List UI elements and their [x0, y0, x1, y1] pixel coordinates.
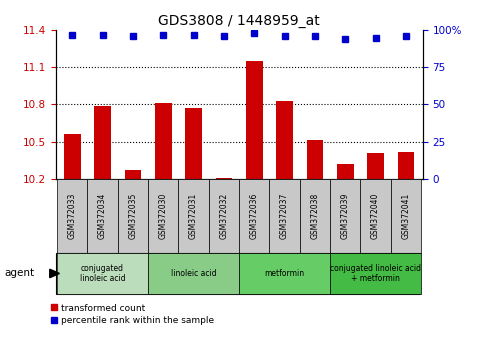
Text: GSM372040: GSM372040: [371, 193, 380, 239]
Bar: [398, 152, 414, 179]
Bar: [148, 253, 239, 294]
Bar: [87, 179, 118, 253]
Bar: [391, 179, 421, 253]
Title: GDS3808 / 1448959_at: GDS3808 / 1448959_at: [158, 14, 320, 28]
Text: GSM372031: GSM372031: [189, 193, 198, 239]
Bar: [330, 179, 360, 253]
Text: GSM372036: GSM372036: [250, 193, 259, 239]
Bar: [276, 101, 293, 179]
Bar: [337, 164, 354, 179]
Bar: [64, 134, 81, 179]
Text: GSM372038: GSM372038: [311, 193, 319, 239]
Bar: [360, 179, 391, 253]
Text: agent: agent: [5, 268, 35, 279]
Bar: [300, 179, 330, 253]
Text: conjugated
linoleic acid: conjugated linoleic acid: [80, 264, 126, 283]
Text: metformin: metformin: [265, 269, 305, 278]
Bar: [246, 61, 263, 179]
Bar: [307, 140, 323, 179]
Bar: [239, 179, 270, 253]
Text: GSM372032: GSM372032: [219, 193, 228, 239]
Text: GSM372035: GSM372035: [128, 193, 137, 239]
Bar: [57, 179, 87, 253]
Bar: [239, 253, 330, 294]
Bar: [155, 103, 171, 179]
Bar: [57, 253, 148, 294]
Text: GSM372033: GSM372033: [68, 193, 77, 239]
Legend: transformed count, percentile rank within the sample: transformed count, percentile rank withi…: [50, 304, 214, 325]
Bar: [125, 170, 141, 179]
Polygon shape: [50, 269, 59, 278]
Text: GSM372041: GSM372041: [401, 193, 411, 239]
Bar: [215, 177, 232, 179]
Bar: [94, 106, 111, 179]
Bar: [118, 179, 148, 253]
Bar: [148, 179, 178, 253]
Text: GSM372030: GSM372030: [159, 193, 168, 239]
Text: GSM372039: GSM372039: [341, 193, 350, 239]
Bar: [209, 179, 239, 253]
Bar: [367, 153, 384, 179]
Text: GSM372037: GSM372037: [280, 193, 289, 239]
Bar: [330, 253, 421, 294]
Bar: [178, 179, 209, 253]
Bar: [270, 179, 300, 253]
Text: linoleic acid: linoleic acid: [171, 269, 216, 278]
Text: GSM372034: GSM372034: [98, 193, 107, 239]
Text: conjugated linoleic acid
+ metformin: conjugated linoleic acid + metformin: [330, 264, 421, 283]
Bar: [185, 108, 202, 179]
